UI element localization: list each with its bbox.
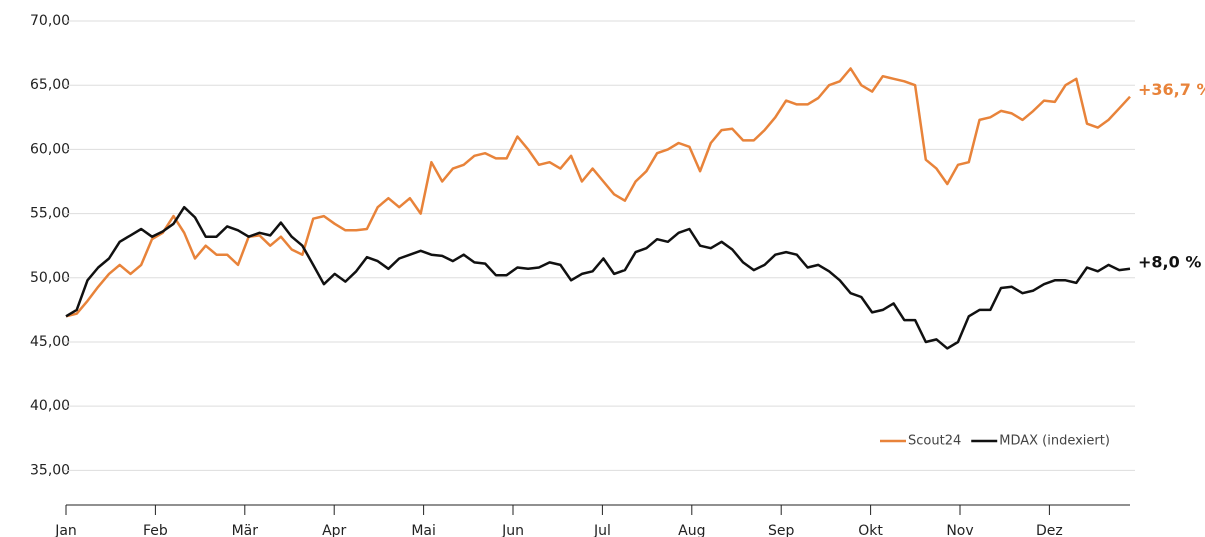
end-label: +36,7 % (1138, 80, 1205, 99)
x-tick-label: Mär (232, 523, 259, 537)
series-line (65, 205, 1131, 350)
y-tick-label: 60,00 (30, 141, 70, 157)
legend-label: Scout24 (908, 434, 961, 449)
x-tick-label: Jun (501, 523, 524, 537)
x-tick-label: Nov (946, 523, 973, 537)
y-tick-label: 65,00 (30, 77, 70, 93)
x-tick-label: Okt (858, 523, 883, 537)
y-tick-label: 70,00 (30, 13, 70, 29)
series-line (65, 67, 1131, 318)
y-tick-label: 35,00 (30, 462, 70, 478)
end-label: +8,0 % (1138, 252, 1201, 271)
y-tick-label: 45,00 (30, 334, 70, 350)
x-tick-label: Mai (411, 523, 436, 537)
legend-label: MDAX (indexiert) (999, 434, 1110, 449)
x-tick-label: Apr (322, 523, 346, 537)
x-tick-label: Aug (678, 523, 705, 537)
y-tick-label: 55,00 (30, 206, 70, 222)
y-tick-label: 50,00 (30, 270, 70, 286)
y-tick-label: 40,00 (30, 398, 70, 414)
x-tick-label: Jul (593, 523, 611, 537)
x-tick-label: Sep (768, 523, 795, 537)
x-tick-label: Feb (143, 523, 168, 537)
x-tick-label: Dez (1036, 523, 1063, 537)
x-tick-label: Jan (54, 523, 77, 537)
